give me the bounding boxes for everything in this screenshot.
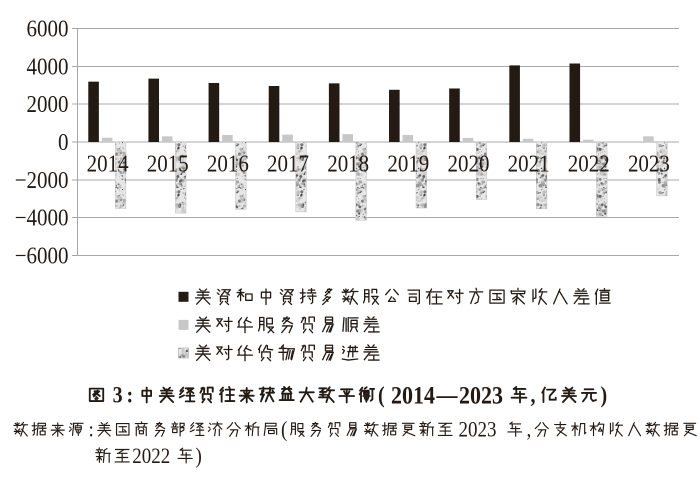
- svg-text:): ): [601, 382, 608, 408]
- svg-text:2017: 2017: [267, 150, 309, 177]
- svg-text:6000: 6000: [27, 15, 69, 42]
- svg-text:(: (: [378, 382, 385, 408]
- svg-text:−2000: −2000: [15, 166, 69, 193]
- svg-text:0: 0: [58, 129, 68, 156]
- svg-text:2023: 2023: [459, 382, 503, 410]
- svg-text:2018: 2018: [327, 150, 369, 177]
- svg-text:2023: 2023: [459, 419, 497, 442]
- svg-text:−4000: −4000: [15, 204, 69, 231]
- svg-text:2016: 2016: [207, 150, 249, 177]
- svg-text:4000: 4000: [27, 53, 69, 80]
- svg-text:−6000: −6000: [15, 242, 69, 269]
- svg-text:(: (: [281, 419, 287, 442]
- svg-text:2019: 2019: [387, 150, 429, 177]
- svg-text:2014: 2014: [391, 382, 435, 410]
- svg-text::: :: [89, 419, 94, 442]
- svg-text:2021: 2021: [508, 150, 550, 177]
- svg-text:2015: 2015: [147, 150, 189, 177]
- svg-text:2014: 2014: [87, 150, 129, 177]
- svg-text:,: ,: [531, 382, 536, 408]
- svg-text:2022: 2022: [132, 445, 170, 468]
- svg-text:2020: 2020: [447, 150, 489, 177]
- svg-text:2022: 2022: [568, 150, 610, 177]
- svg-text:3: 3: [113, 382, 123, 408]
- svg-text:2000: 2000: [27, 91, 69, 118]
- svg-text:,: ,: [527, 419, 532, 442]
- svg-text:): ): [196, 445, 202, 468]
- svg-text:2023: 2023: [628, 150, 670, 177]
- svg-text::: :: [127, 382, 134, 408]
- svg-text:—: —: [436, 382, 458, 409]
